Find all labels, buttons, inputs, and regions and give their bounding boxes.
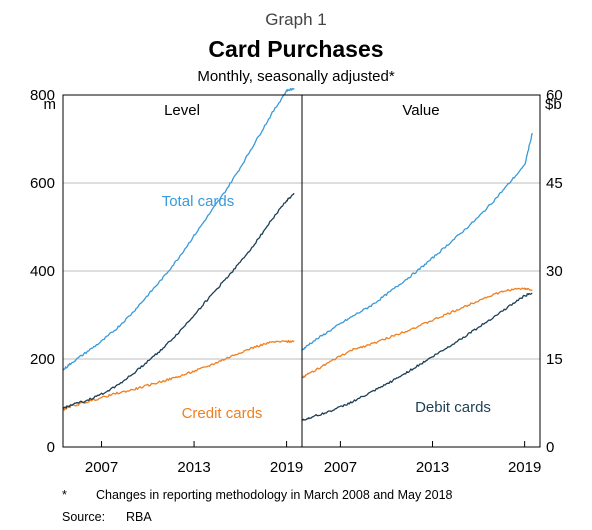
series-label-debit-cards: Debit cards <box>415 399 491 416</box>
x-tick-label: 2007 <box>324 459 357 476</box>
footnote: * Changes in reporting methodology in Mar… <box>62 488 452 502</box>
chart-title: Card Purchases <box>208 36 384 62</box>
y-tick-label-right: 45 <box>546 175 563 192</box>
source-label: Source: <box>62 510 106 524</box>
series-line-credit-cards <box>301 287 533 379</box>
series-line-total-cards <box>301 132 533 352</box>
series-line-debit-cards <box>301 292 533 421</box>
series-label-credit-cards: Credit cards <box>182 405 263 422</box>
y-tick-label-left: 600 <box>30 175 55 192</box>
y-tick-label-right: 60 <box>546 87 563 104</box>
chart-subtitle: Monthly, seasonally adjusted* <box>197 68 395 85</box>
y-tick-label-left: 400 <box>30 263 55 280</box>
series-line-credit-cards <box>62 339 295 411</box>
x-tick-label: 2013 <box>416 459 449 476</box>
footnote-text: Changes in reporting methodology in Marc… <box>96 488 453 502</box>
unit-label-right: $b <box>545 96 562 113</box>
x-tick-label: 2019 <box>508 459 541 476</box>
unit-label-left: m <box>44 96 57 113</box>
y-tick-label-right: 30 <box>546 263 563 280</box>
x-tick-label: 2013 <box>177 459 210 476</box>
series-line-total-cards <box>62 87 295 371</box>
x-tick-label: 2019 <box>270 459 303 476</box>
source-text: RBA <box>126 510 152 524</box>
panel-title-level: Level <box>164 102 200 119</box>
series-label-total-cards: Total cards <box>162 193 235 210</box>
y-tick-label-left: 800 <box>30 87 55 104</box>
series-line-debit-cards <box>62 193 295 409</box>
y-tick-label-right: 15 <box>546 351 563 368</box>
panel-title-value: Value <box>402 102 439 119</box>
x-tick-label: 2007 <box>85 459 118 476</box>
graph-number: Graph 1 <box>265 10 327 29</box>
y-tick-label-left: 0 <box>47 439 55 456</box>
source-note: Source: RBA <box>62 510 152 524</box>
y-tick-label-right: 0 <box>546 439 554 456</box>
footnote-marker: * <box>62 488 67 502</box>
y-tick-label-left: 200 <box>30 351 55 368</box>
